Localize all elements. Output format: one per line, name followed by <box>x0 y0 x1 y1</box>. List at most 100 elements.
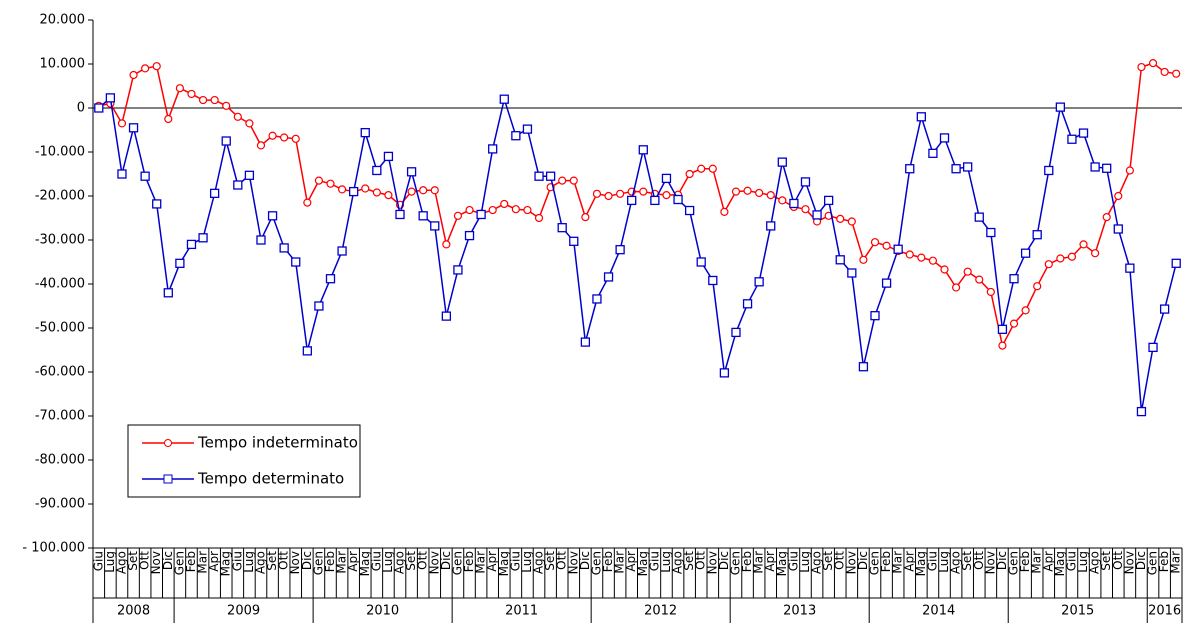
x-tick-label: Apr <box>763 551 777 572</box>
marker <box>372 165 382 176</box>
x-tick-label: Mar <box>1169 551 1183 574</box>
x-tick-label: Feb <box>1018 551 1032 572</box>
x-tick-label: Ott <box>555 551 569 570</box>
x-tick-label: Ott <box>138 551 152 570</box>
marker <box>209 188 220 199</box>
x-tick-label: Dic <box>578 551 592 570</box>
marker <box>905 164 915 174</box>
marker <box>870 311 880 321</box>
x-tick-label: Set <box>682 551 696 571</box>
marker <box>720 207 729 216</box>
x-tick-label: Ago <box>1088 551 1102 574</box>
marker <box>673 194 683 205</box>
marker <box>314 176 324 185</box>
marker <box>592 294 602 304</box>
x-tick-label: Gen <box>589 551 603 575</box>
marker <box>778 196 787 205</box>
marker <box>545 171 556 181</box>
x-tick-label: Set <box>404 551 418 571</box>
x-tick-label: Mag <box>1053 551 1067 576</box>
x-tick-label: Apr <box>624 551 638 572</box>
marker <box>650 195 660 206</box>
x-tick-label: Mar <box>1030 551 1044 574</box>
x-tick-label: Giu <box>230 551 244 571</box>
x-tick-label: Apr <box>485 551 499 572</box>
marker <box>847 268 857 278</box>
marker <box>997 324 1008 334</box>
marker <box>175 258 185 268</box>
x-tick-label: Ago <box>393 551 407 574</box>
marker <box>742 299 753 309</box>
marker <box>534 213 544 223</box>
x-tick-label: Ago <box>532 551 546 574</box>
x-tick-label: Lug <box>1076 551 1090 573</box>
y-tick-label: -70.000 <box>35 409 85 424</box>
year-label: 2013 <box>783 604 816 619</box>
marker <box>755 188 764 198</box>
x-tick-label: Mag <box>636 551 650 576</box>
marker <box>453 265 463 275</box>
marker <box>870 238 880 247</box>
marker <box>372 188 381 197</box>
year-label: 2016 <box>1148 604 1181 619</box>
marker <box>244 170 255 180</box>
marker <box>1125 263 1135 273</box>
marker <box>684 205 695 216</box>
marker <box>256 141 266 150</box>
marker <box>1171 258 1181 268</box>
marker <box>627 195 637 206</box>
marker <box>337 185 347 194</box>
x-tick-label: Giu <box>91 551 105 571</box>
marker <box>858 362 869 372</box>
marker <box>824 195 834 206</box>
x-tick-label: Nov <box>149 551 163 574</box>
marker <box>117 119 127 128</box>
marker <box>256 235 266 245</box>
year-label: 2010 <box>366 604 399 619</box>
marker <box>1113 224 1123 234</box>
x-tick-label: Mar <box>196 551 210 574</box>
marker <box>233 112 242 121</box>
marker <box>557 223 567 233</box>
marker <box>175 84 184 93</box>
x-tick-label: Ago <box>810 551 824 574</box>
y-tick-label: -30.000 <box>35 233 85 248</box>
marker <box>1033 282 1042 291</box>
x-tick-label: Giu <box>647 551 661 571</box>
marker <box>222 101 231 110</box>
marker <box>859 255 868 264</box>
marker <box>1056 254 1065 263</box>
marker <box>349 186 359 197</box>
marker <box>661 173 672 184</box>
x-tick-label: Mag <box>219 551 233 576</box>
marker <box>406 167 417 177</box>
marker <box>685 169 694 179</box>
marker <box>812 210 822 220</box>
marker <box>731 187 741 196</box>
marker <box>441 311 451 321</box>
marker <box>1160 67 1169 77</box>
x-tick-label: Nov <box>427 551 441 574</box>
x-tick-label: Feb <box>462 551 476 572</box>
marker <box>198 95 208 105</box>
marker <box>1079 240 1088 249</box>
marker <box>187 89 196 99</box>
marker <box>384 191 393 200</box>
marker <box>141 64 150 73</box>
marker <box>140 171 150 181</box>
y-tick-label: -20.000 <box>35 189 85 204</box>
x-tick-label: Giu <box>1064 551 1078 571</box>
marker <box>476 209 486 220</box>
marker <box>1009 319 1019 328</box>
series-line <box>98 96 1177 412</box>
marker <box>1091 249 1100 258</box>
marker <box>418 211 428 221</box>
x-tick-label: Ago <box>671 551 685 574</box>
marker <box>1021 306 1030 315</box>
x-tick-label: Lug <box>937 551 951 573</box>
legend-label: Tempo indeterminato <box>197 434 358 452</box>
marker <box>1114 191 1123 201</box>
series-line <box>98 62 1177 348</box>
marker <box>975 275 984 284</box>
marker <box>917 253 926 262</box>
